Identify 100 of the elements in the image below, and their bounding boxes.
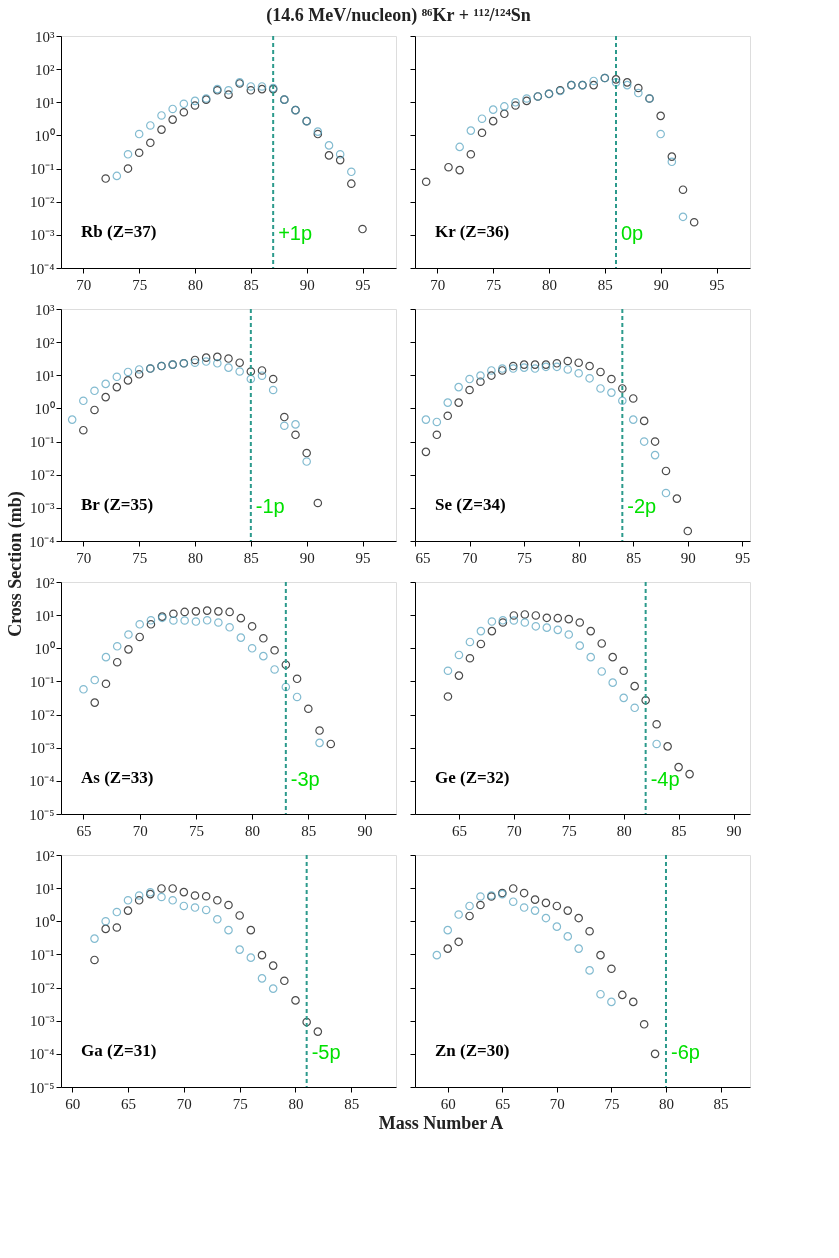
y-tick-label: 10² — [35, 334, 55, 351]
x-tick-label: 70 — [76, 276, 92, 293]
y-tick-label: 10⁻³ — [30, 1013, 55, 1030]
x-tick-label: 80 — [288, 1095, 304, 1112]
x-tick-label: 85 — [344, 1095, 360, 1112]
ref-line-label: -5p — [311, 1041, 341, 1063]
ref-line-label: -1p — [255, 495, 285, 517]
x-tick-label: 80 — [542, 276, 557, 293]
ref-line-label: -4p — [650, 768, 680, 790]
annotation: As (Z=33) — [81, 768, 154, 787]
x-tick-label: 75 — [188, 822, 204, 839]
x-tick-label: 80 — [245, 822, 261, 839]
x-tick-label: 95 — [355, 276, 371, 293]
y-tick-label: 10² — [35, 574, 55, 591]
y-tick-label: 10⁻⁵ — [29, 806, 55, 823]
y-tick-label: 10⁰ — [34, 400, 55, 417]
x-tick-label: 80 — [188, 276, 203, 293]
annotation: Ga (Z=31) — [81, 1041, 157, 1060]
y-tick-label: 10⁻² — [30, 467, 55, 484]
x-tick-label: 85 — [243, 549, 259, 566]
y-tick-label: 10⁻¹ — [30, 673, 55, 690]
x-tick-label: 85 — [671, 822, 687, 839]
y-tick-label: 10³ — [35, 301, 55, 318]
x-tick-label: 75 — [132, 549, 148, 566]
x-tick-label: 90 — [726, 822, 742, 839]
annotation: Rb (Z=37) — [81, 222, 157, 241]
x-tick-label: 80 — [616, 822, 632, 839]
x-tick-label: 75 — [561, 822, 577, 839]
x-tick-label: 60 — [440, 1095, 456, 1112]
x-tick-label: 70 — [430, 276, 446, 293]
y-tick-label: 10⁻² — [30, 194, 55, 211]
annotation: Se (Z=34) — [435, 495, 506, 514]
ref-line-label: -6p — [670, 1041, 700, 1063]
x-tick-label: 60 — [65, 1095, 81, 1112]
y-tick-label: 10¹ — [35, 880, 55, 897]
x-tick-label: 80 — [188, 549, 203, 566]
x-tick-label: 70 — [132, 822, 148, 839]
x-tick-label: 70 — [506, 822, 522, 839]
x-tick-label: 85 — [243, 276, 259, 293]
ref-line-label: 0p — [621, 222, 644, 244]
x-tick-label: 95 — [735, 549, 751, 566]
y-tick-label: 10⁰ — [34, 913, 55, 930]
y-tick-label: 10⁰ — [34, 127, 55, 144]
y-tick-label: 10⁻⁴ — [29, 260, 55, 277]
y-tick-label: 10³ — [35, 28, 55, 45]
y-tick-label: 10⁻¹ — [30, 434, 55, 451]
x-tick-label: 70 — [549, 1095, 565, 1112]
annotation: Zn (Z=30) — [435, 1041, 510, 1060]
y-tick-label: 10² — [35, 61, 55, 78]
annotation: Kr (Z=36) — [435, 222, 510, 241]
x-tick-label: 85 — [626, 549, 642, 566]
x-tick-label: 85 — [301, 822, 317, 839]
y-tick-label: 10⁻⁴ — [29, 1046, 55, 1063]
y-tick-label: 10⁻³ — [30, 740, 55, 757]
y-tick-label: 10⁻² — [30, 707, 55, 724]
y-tick-label: 10¹ — [35, 367, 55, 384]
x-tick-label: 90 — [299, 276, 315, 293]
y-tick-label: 10⁻¹ — [30, 161, 55, 178]
x-tick-label: 90 — [680, 549, 696, 566]
x-tick-label: 80 — [571, 549, 587, 566]
x-tick-label: 70 — [176, 1095, 192, 1112]
x-tick-label: 65 — [121, 1095, 136, 1112]
x-tick-label: 85 — [713, 1095, 729, 1112]
ref-line-label: +1p — [278, 222, 313, 244]
y-tick-label: 10¹ — [35, 607, 55, 624]
y-tick-label: 10² — [35, 847, 55, 864]
y-tick-label: 10⁻³ — [30, 227, 55, 244]
y-tick-label: 10⁻² — [30, 980, 55, 997]
annotation: Ge (Z=32) — [435, 768, 510, 787]
x-tick-label: 85 — [597, 276, 613, 293]
y-tick-label: 10⁰ — [34, 640, 55, 657]
x-tick-label: 70 — [462, 549, 478, 566]
x-tick-label: 65 — [451, 822, 467, 839]
x-tick-label: 75 — [132, 276, 148, 293]
ref-line-label: -3p — [290, 768, 320, 790]
x-tick-label: 70 — [76, 549, 92, 566]
y-tick-label: 10⁻⁴ — [29, 533, 55, 550]
ref-line-label: -2p — [627, 495, 657, 517]
y-tick-label: 10⁻⁵ — [29, 1079, 55, 1096]
x-tick-label: 90 — [299, 549, 315, 566]
y-tick-label: 10⁻¹ — [30, 946, 55, 963]
x-tick-label: 65 — [495, 1095, 511, 1112]
y-axis-title: Cross Section (mb) — [5, 491, 26, 637]
x-tick-label: 75 — [232, 1095, 248, 1112]
x-tick-label: 65 — [76, 822, 92, 839]
y-tick-label: 10⁻³ — [30, 500, 55, 517]
x-tick-label: 75 — [604, 1095, 620, 1112]
x-tick-label: 95 — [709, 276, 725, 293]
annotation: Br (Z=35) — [81, 495, 154, 514]
x-tick-label: 65 — [415, 549, 431, 566]
y-tick-label: 10¹ — [35, 94, 55, 111]
x-tick-label: 75 — [486, 276, 502, 293]
x-tick-label: 95 — [355, 549, 371, 566]
x-tick-label: 90 — [653, 276, 669, 293]
x-tick-label: 90 — [357, 822, 373, 839]
chart-title: (14.6 MeV/nucleon) ⁸⁶Kr + ¹¹²/¹²⁴Sn — [266, 4, 531, 26]
x-axis-title: Mass Number A — [378, 1113, 504, 1133]
x-tick-label: 75 — [517, 549, 533, 566]
x-tick-label: 80 — [658, 1095, 674, 1112]
y-tick-label: 10⁻⁴ — [29, 773, 55, 790]
